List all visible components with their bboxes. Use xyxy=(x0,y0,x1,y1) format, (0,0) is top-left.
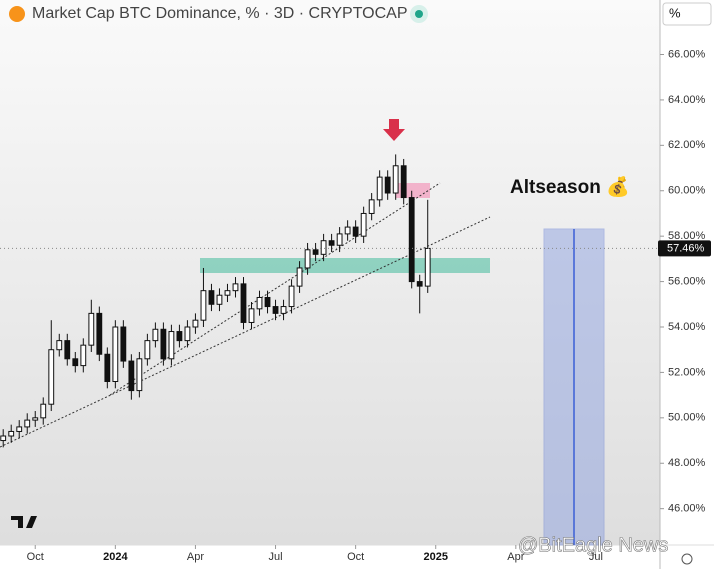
candle-body xyxy=(392,165,399,194)
candle-body xyxy=(264,296,271,308)
arrow-down xyxy=(383,119,405,141)
candle-body xyxy=(8,430,15,437)
candle-body xyxy=(344,226,351,235)
candle-body xyxy=(96,312,103,355)
x-tick-label: Oct xyxy=(347,551,364,563)
candle-body xyxy=(360,212,367,237)
candle-body xyxy=(384,176,391,194)
candle-body xyxy=(312,249,319,255)
last-price-label: 57.46% xyxy=(667,242,705,254)
y-tick-label: 60.00% xyxy=(668,185,706,197)
support-zone xyxy=(200,258,490,273)
candle-body xyxy=(256,296,263,310)
settings-icon[interactable] xyxy=(681,553,693,565)
coin-icon xyxy=(9,6,25,22)
x-tick-label: Apr xyxy=(187,551,204,563)
drawings xyxy=(0,119,605,546)
candles xyxy=(0,154,431,448)
candle-body xyxy=(128,360,135,392)
candle-body xyxy=(424,247,431,287)
y-tick-label: 58.00% xyxy=(668,230,706,242)
candle-body xyxy=(184,326,191,342)
candle-body xyxy=(304,249,311,269)
candle-body xyxy=(88,312,95,346)
candle-body xyxy=(296,267,303,287)
candle-body xyxy=(32,417,39,421)
candle-body xyxy=(136,358,143,392)
x-tick-label: Jul xyxy=(589,551,603,563)
candle-body xyxy=(352,226,359,237)
candle-body xyxy=(280,306,287,314)
candle-body xyxy=(400,165,407,199)
candle-body xyxy=(120,326,127,362)
y-tick-label: 56.00% xyxy=(668,275,706,287)
y-tick-label: 62.00% xyxy=(668,139,706,151)
candle-body xyxy=(208,290,215,305)
candle-body xyxy=(320,240,327,255)
candle-body xyxy=(288,285,295,308)
candle-body xyxy=(104,353,111,382)
y-tick-label: 50.00% xyxy=(668,412,706,424)
candle-body xyxy=(216,294,223,305)
x-tick-label: Jul xyxy=(269,551,283,563)
candle-body xyxy=(336,233,343,246)
candle-body xyxy=(272,306,279,314)
candle-body xyxy=(56,340,63,351)
candle-body xyxy=(192,319,199,328)
trend-line xyxy=(109,182,441,396)
y-tick-label: 66.00% xyxy=(668,48,706,60)
candle-body xyxy=(328,240,335,246)
candle-body xyxy=(416,281,423,287)
y-tick-label: 48.00% xyxy=(668,457,706,469)
unit-box[interactable] xyxy=(662,2,712,26)
chart-title: Market Cap BTC Dominance, % · 3D · CRYPT… xyxy=(32,5,408,22)
y-tick-label: 54.00% xyxy=(668,321,706,333)
status-dot xyxy=(415,10,423,18)
logo-shape xyxy=(11,516,37,528)
x-tick-label: 2025 xyxy=(423,551,447,563)
candle-body xyxy=(176,331,183,342)
candle-body xyxy=(144,340,151,360)
y-tick-label: 52.00% xyxy=(668,366,706,378)
candle-body xyxy=(24,419,31,428)
x-tick-label: Oct xyxy=(27,551,44,563)
candle-body xyxy=(0,435,7,442)
candle-body xyxy=(40,403,47,419)
candle-body xyxy=(376,176,383,201)
candle-body xyxy=(248,308,255,323)
last-price-box xyxy=(658,240,711,257)
candle-body xyxy=(224,290,231,296)
y-axis-unit: % xyxy=(669,5,681,20)
candle-body xyxy=(112,326,119,382)
axis-background xyxy=(660,0,714,569)
candle-body xyxy=(200,290,207,321)
candle-body xyxy=(240,283,247,323)
candle-body xyxy=(64,340,71,360)
candle-body xyxy=(16,426,23,432)
tv-logo xyxy=(11,516,37,528)
x-tick-label: Apr xyxy=(507,551,524,563)
candle-body xyxy=(160,328,167,360)
candle-body xyxy=(168,331,175,360)
annotation: Altseason 💰 xyxy=(510,175,630,198)
candle-body xyxy=(80,344,87,367)
watermark: @BitEagle News xyxy=(518,534,668,556)
candle-body xyxy=(48,349,55,405)
y-tick-label: 64.00% xyxy=(668,94,706,106)
candle-body xyxy=(408,197,415,283)
y-tick-label: 46.00% xyxy=(668,503,706,515)
candle-body xyxy=(72,358,79,367)
x-tick-label: 2024 xyxy=(103,551,128,563)
candle-body xyxy=(232,283,239,292)
candle-body xyxy=(152,328,159,342)
candle-body xyxy=(368,199,375,214)
